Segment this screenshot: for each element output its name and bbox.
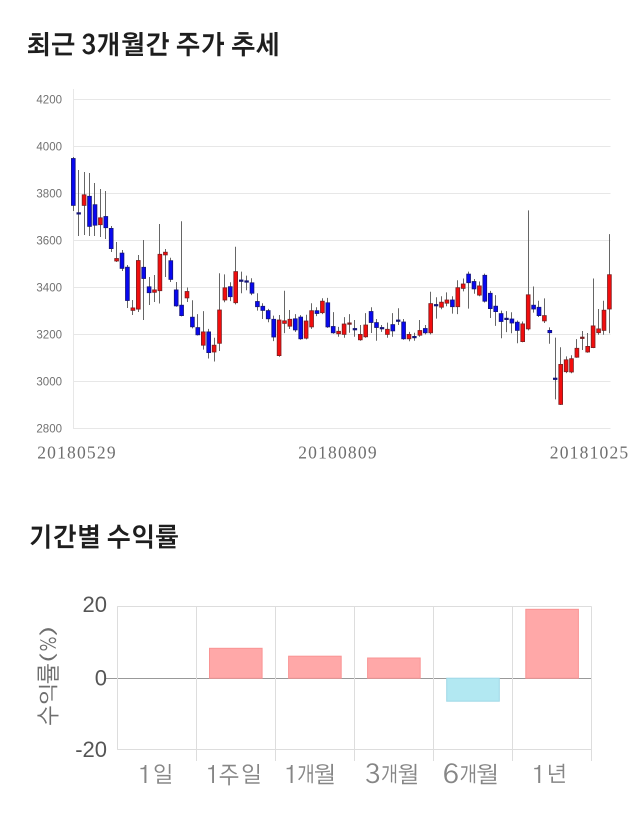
svg-text:4000: 4000 [36, 142, 62, 154]
svg-text:20180529: 20180529 [37, 443, 117, 463]
svg-text:-20: -20 [75, 737, 107, 762]
svg-text:0: 0 [95, 665, 107, 690]
svg-text:3400: 3400 [36, 283, 62, 295]
svg-text:2800: 2800 [36, 424, 62, 436]
svg-text:3000: 3000 [36, 377, 62, 389]
svg-text:4200: 4200 [36, 95, 62, 107]
svg-text:3600: 3600 [36, 236, 62, 248]
svg-text:3800: 3800 [36, 189, 62, 201]
svg-text:3200: 3200 [36, 330, 62, 342]
svg-text:20180809: 20180809 [298, 443, 378, 463]
svg-text:20: 20 [83, 592, 107, 617]
svg-text:20181025: 20181025 [550, 443, 630, 463]
